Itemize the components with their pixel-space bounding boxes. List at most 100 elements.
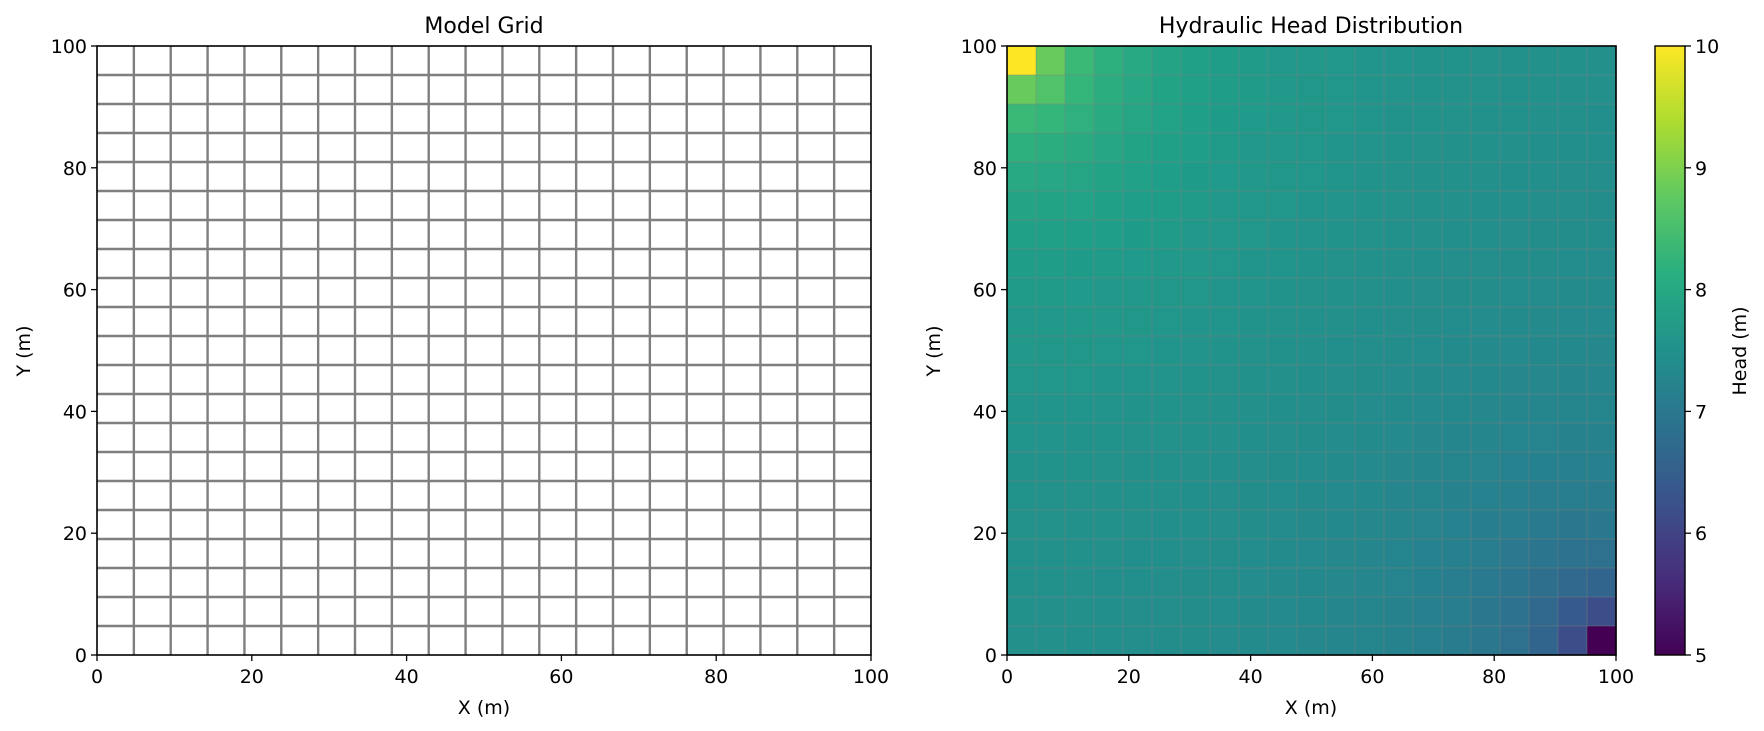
heatmap-cell bbox=[1297, 336, 1327, 366]
heatmap-cell bbox=[1355, 568, 1385, 598]
heatmap-cell bbox=[1500, 452, 1530, 482]
model-grid-xtick-label: 20 bbox=[240, 666, 264, 688]
heatmap-cell bbox=[1442, 539, 1472, 569]
heatmap-cell bbox=[1210, 626, 1240, 656]
colorbar-ticks: 5 6 7 8 9 10 bbox=[1685, 36, 1719, 667]
heatmap-cell bbox=[1007, 162, 1037, 192]
heatmap-cell bbox=[1587, 365, 1617, 395]
heatmap-cell bbox=[1442, 452, 1472, 482]
heatmap-cell bbox=[1326, 597, 1356, 627]
heatmap-cell bbox=[1471, 75, 1501, 105]
heatmap-cell bbox=[1268, 568, 1298, 598]
heatmap-cell bbox=[1471, 423, 1501, 453]
heatmap-cell bbox=[1413, 394, 1443, 424]
heatmap-cell bbox=[1210, 75, 1240, 105]
heatmap-cell bbox=[1500, 539, 1530, 569]
heatmap-cell bbox=[1500, 162, 1530, 192]
heatmap-cell bbox=[1471, 133, 1501, 163]
heatmap-cell bbox=[1297, 626, 1327, 656]
heatmap-cell bbox=[1123, 626, 1153, 656]
heatmap-cell bbox=[1587, 104, 1617, 134]
heatmap-cell bbox=[1123, 75, 1153, 105]
heatmap-cell bbox=[1413, 423, 1443, 453]
heatmap-cell bbox=[1007, 597, 1037, 627]
heatmap-cell bbox=[1210, 104, 1240, 134]
heatmap-cell bbox=[1181, 133, 1211, 163]
heatmap-cell bbox=[1529, 626, 1559, 656]
heatmap-cell bbox=[1007, 423, 1037, 453]
heatmap-cell bbox=[1529, 539, 1559, 569]
heatmap-cell bbox=[1587, 75, 1617, 105]
heatmap-cell bbox=[1094, 278, 1124, 308]
heatmap-cell bbox=[1123, 162, 1153, 192]
heatmap-cell bbox=[1181, 249, 1211, 279]
heatmap-cell bbox=[1036, 104, 1066, 134]
heatmap-cell bbox=[1384, 46, 1414, 76]
heatmap-cell bbox=[1210, 307, 1240, 337]
heatmap-cell bbox=[1355, 278, 1385, 308]
model-grid-xtick-label: 40 bbox=[395, 666, 419, 688]
heatmap-cell bbox=[1326, 365, 1356, 395]
heatmap-cell bbox=[1152, 365, 1182, 395]
heatmap-cell bbox=[1123, 510, 1153, 540]
heatmap-cell bbox=[1007, 249, 1037, 279]
heatmap-cell bbox=[1529, 394, 1559, 424]
heatmap-ylabel: Y (m) bbox=[923, 326, 945, 378]
heatmap-cell bbox=[1123, 278, 1153, 308]
heatmap-cell bbox=[1587, 423, 1617, 453]
heatmap-cell bbox=[1529, 568, 1559, 598]
heatmap-cell bbox=[1036, 75, 1066, 105]
heatmap-cell bbox=[1355, 481, 1385, 511]
heatmap-cell bbox=[1268, 452, 1298, 482]
heatmap-cell bbox=[1500, 336, 1530, 366]
heatmap-cell bbox=[1384, 539, 1414, 569]
heatmap-cell bbox=[1181, 539, 1211, 569]
heatmap-cell bbox=[1442, 249, 1472, 279]
heatmap-cell bbox=[1471, 452, 1501, 482]
heatmap-cell bbox=[1007, 278, 1037, 308]
heatmap-cell bbox=[1587, 481, 1617, 511]
heatmap-cell bbox=[1558, 46, 1588, 76]
heatmap-cell bbox=[1123, 46, 1153, 76]
heatmap-cell bbox=[1036, 307, 1066, 337]
model-grid-ytick-label: 40 bbox=[63, 401, 87, 423]
heatmap-cell bbox=[1152, 249, 1182, 279]
heatmap-cell bbox=[1471, 510, 1501, 540]
heatmap-cell bbox=[1442, 278, 1472, 308]
heatmap-cell bbox=[1355, 365, 1385, 395]
heatmap-cell bbox=[1529, 307, 1559, 337]
heatmap-cell bbox=[1297, 220, 1327, 250]
heatmap-cell bbox=[1210, 46, 1240, 76]
heatmap-cell bbox=[1007, 626, 1037, 656]
heatmap-cell bbox=[1268, 365, 1298, 395]
heatmap-cell bbox=[1326, 568, 1356, 598]
heatmap-cell bbox=[1297, 597, 1327, 627]
heatmap-cell bbox=[1268, 539, 1298, 569]
heatmap-cell bbox=[1587, 597, 1617, 627]
heatmap-ytick-label: 60 bbox=[973, 280, 997, 302]
heatmap-cell bbox=[1442, 394, 1472, 424]
heatmap-cell bbox=[1413, 307, 1443, 337]
heatmap-cell bbox=[1587, 394, 1617, 424]
heatmap-cell bbox=[1181, 510, 1211, 540]
heatmap-cell bbox=[1587, 220, 1617, 250]
model-grid-ytick-label: 80 bbox=[63, 158, 87, 180]
heatmap-cell bbox=[1529, 481, 1559, 511]
heatmap-cell bbox=[1094, 75, 1124, 105]
heatmap-cell bbox=[1065, 278, 1095, 308]
heatmap-cell bbox=[1500, 307, 1530, 337]
heatmap-cell bbox=[1181, 307, 1211, 337]
heatmap-cell bbox=[1123, 307, 1153, 337]
heatmap-cell bbox=[1355, 133, 1385, 163]
heatmap-cell bbox=[1094, 220, 1124, 250]
model-grid-xtick-label: 0 bbox=[91, 666, 103, 688]
heatmap-cell bbox=[1007, 75, 1037, 105]
heatmap-cell bbox=[1384, 597, 1414, 627]
heatmap-cell bbox=[1355, 626, 1385, 656]
heatmap-cell bbox=[1152, 104, 1182, 134]
heatmap-cell bbox=[1268, 394, 1298, 424]
heatmap-cell bbox=[1587, 191, 1617, 221]
heatmap-cell bbox=[1355, 249, 1385, 279]
heatmap-cell bbox=[1442, 481, 1472, 511]
heatmap-cell bbox=[1529, 278, 1559, 308]
